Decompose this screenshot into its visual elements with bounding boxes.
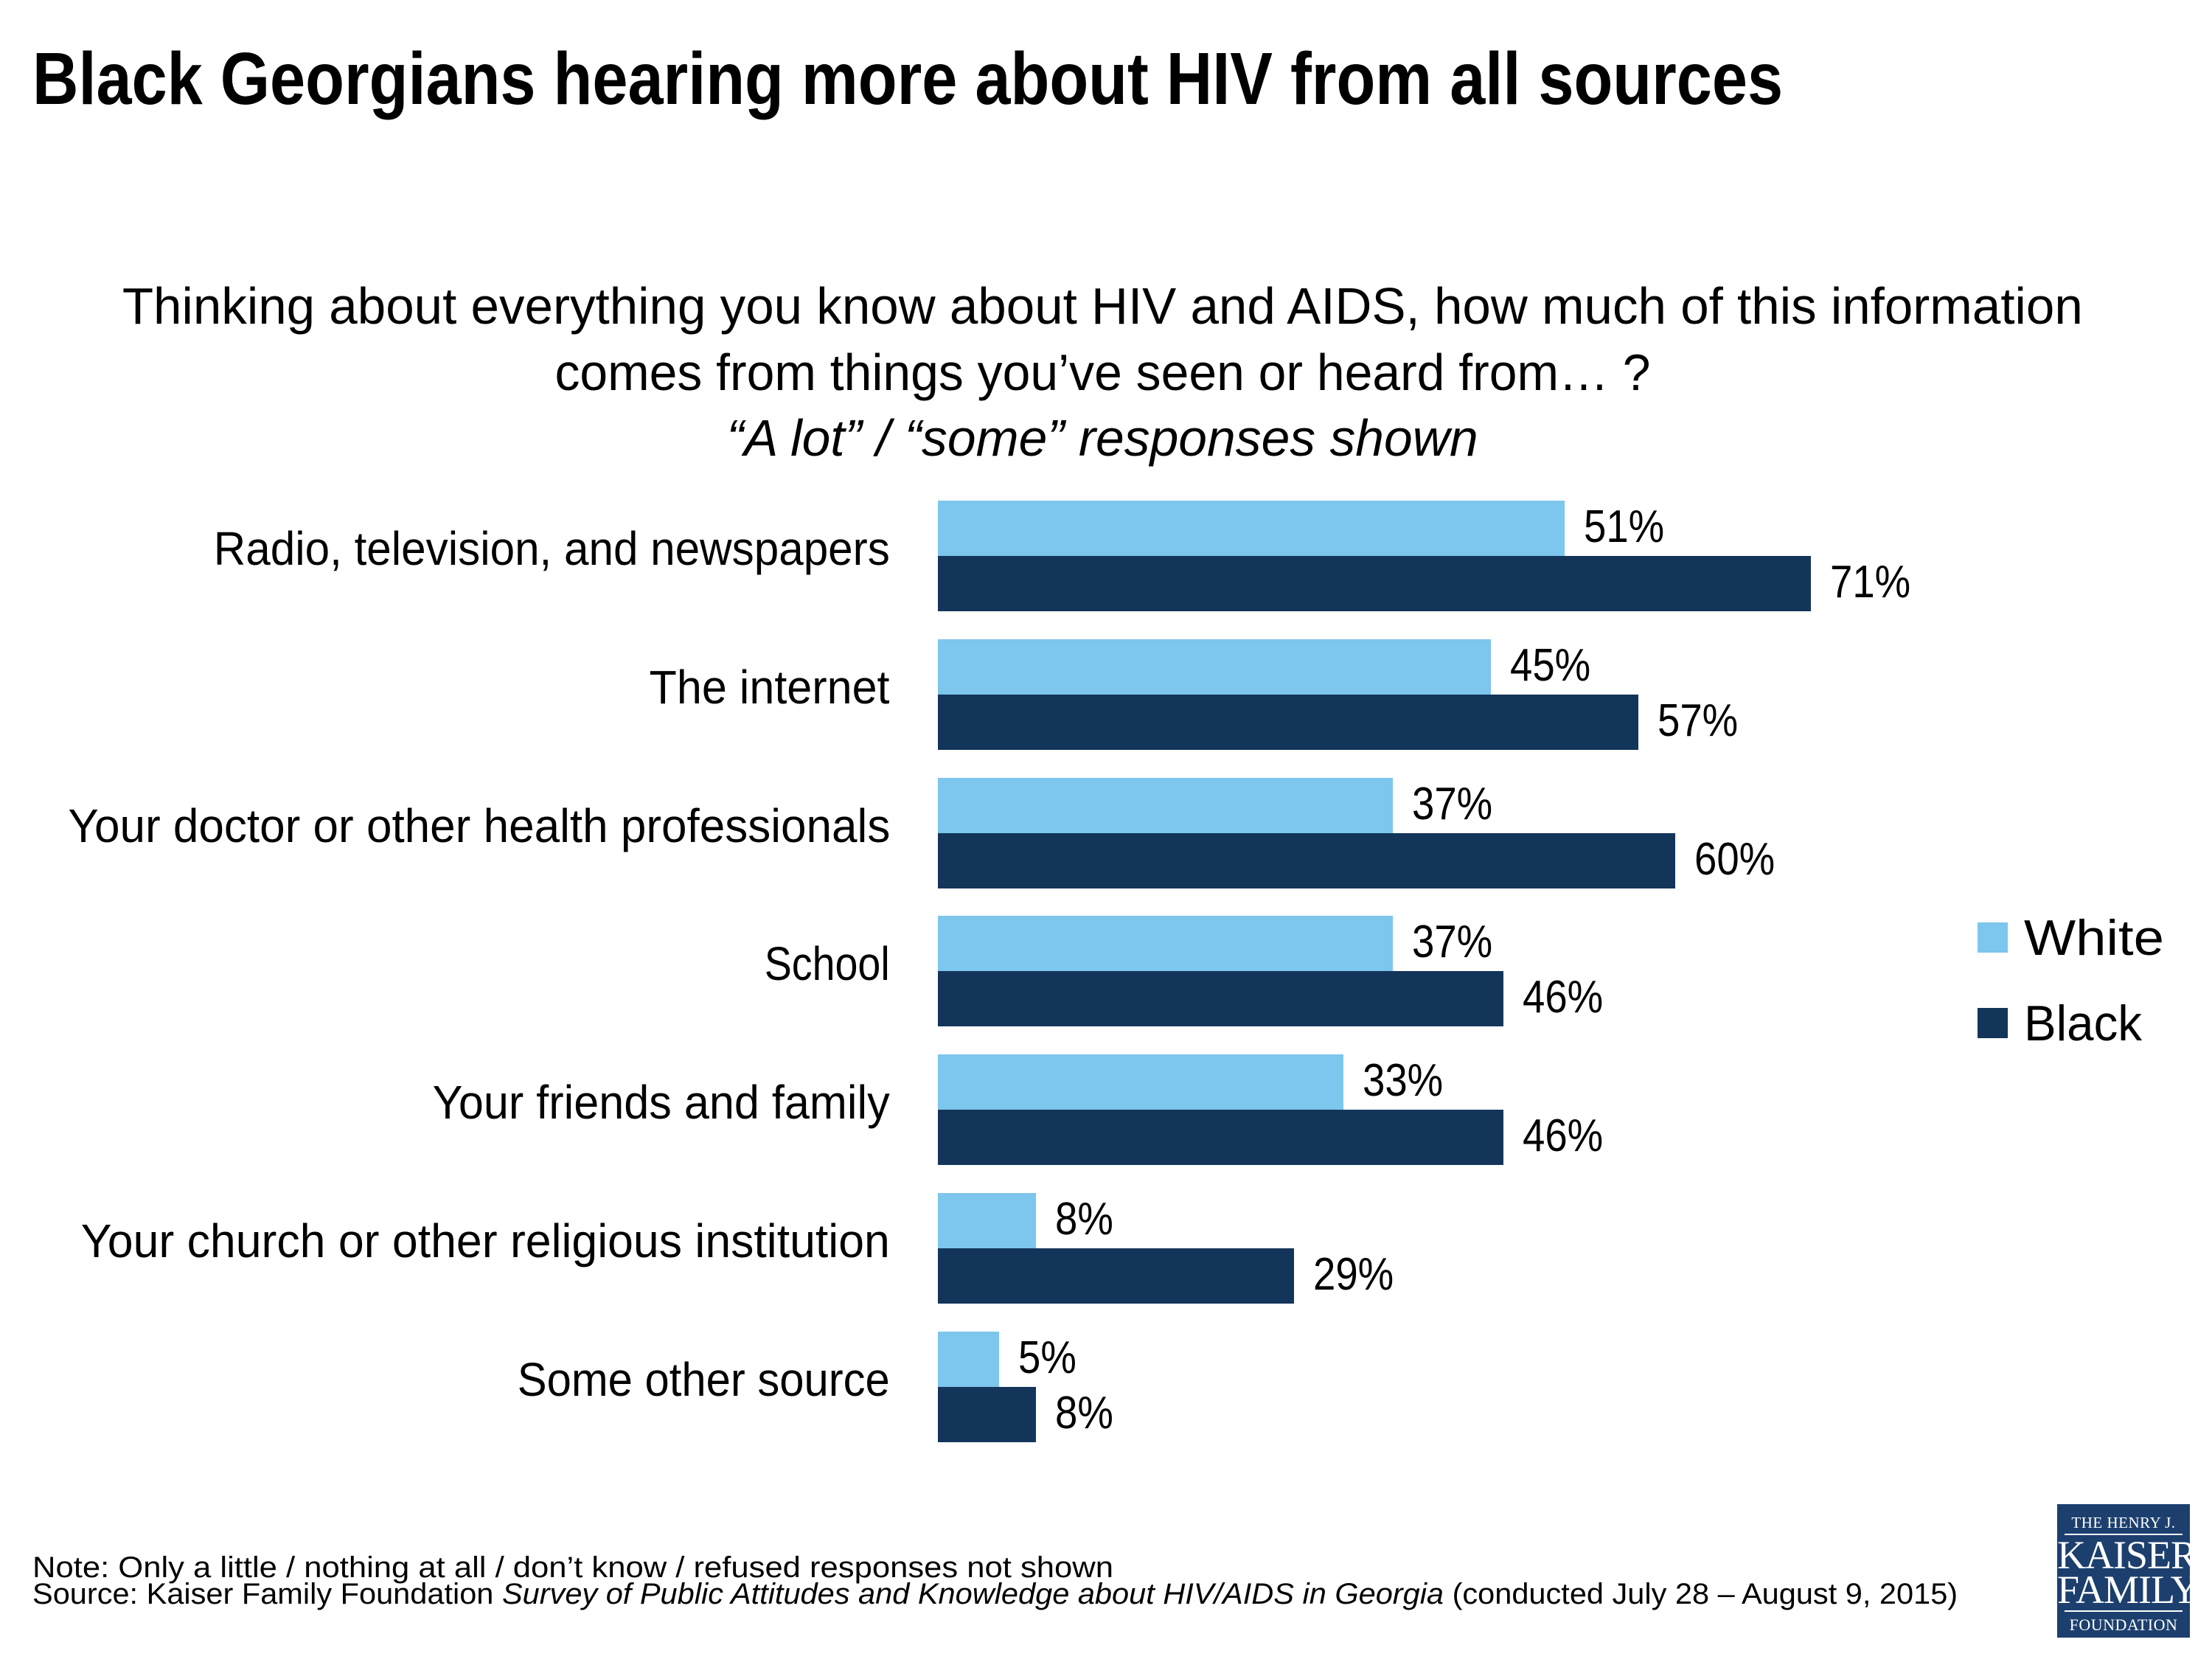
bar-white [938,639,1492,695]
category-label-text: Your church or other religious instituti… [80,1214,890,1267]
data-label-black: 46% [1522,1110,1604,1162]
bar-white [938,1054,1344,1110]
chart-title-text: Black Georgians hearing more about HIV f… [32,38,1784,120]
legend-swatch-black [1978,1008,2008,1038]
data-label-black: 46% [1522,972,1604,1023]
category-label-text: Your doctor or other health professional… [67,799,890,852]
legend-label-white: White [2024,913,2164,963]
bar-black [938,971,1503,1027]
data-label-white: 37% [1411,917,1492,968]
logo-rule-bottom [2065,1610,2183,1612]
source-note-text: Source: Kaiser Family Foundation Survey … [32,1578,1958,1610]
footnote-text: Note: Only a little / nothing at all / d… [32,1551,1114,1584]
subtitle-line-2-text: comes from things you’ve seen or heard f… [554,344,1650,401]
data-label-black: 71% [1829,557,1910,608]
bar-white [938,501,1565,556]
logo-line-4: FOUNDATION [2069,1615,2178,1634]
logo-rule-top [2065,1534,2183,1535]
source-suffix: (conducted July 28 – August 9, 2015) [1444,1578,1958,1610]
category-label-text: Your friends and family [433,1076,890,1130]
data-label-black: 60% [1694,833,1775,885]
chart-subtitle-line-1: Thinking about everything you know about… [0,273,2205,339]
data-label-white: 33% [1363,1055,1444,1107]
category-label: Your friends and family [411,1069,890,1135]
legend-label-black: Black [2024,995,2146,1051]
bar-white [938,1331,1000,1387]
chart-subtitle-line-3: “A lot” / “some” responses shown [0,405,2205,471]
category-label: Some other source [491,1346,890,1413]
bar-black [938,556,1811,611]
logo-line-1: THE HENRY J. [2071,1514,2176,1531]
category-label: Your doctor or other health professional… [42,793,890,859]
legend-label-black-text: Black [2024,995,2142,1051]
legend-swatch-white [1978,922,2008,953]
chart-title: Black Georgians hearing more about HIV f… [32,38,2056,119]
legend-label-white-text: White [2024,910,2164,966]
bar-white [938,916,1393,972]
category-label: Your church or other religious instituti… [63,1208,890,1274]
source-note: Source: Kaiser Family Foundation Survey … [32,1578,1958,1610]
category-label-text: Radio, television, and newspapers [213,522,890,575]
subtitle-line-1-text: Thinking about everything you know about… [122,277,2083,335]
category-label-text: The internet [650,660,890,714]
subtitle-line-3-text: “A lot” / “some” responses shown [726,409,1478,467]
bar-white [938,1193,1037,1248]
data-label-white: 45% [1510,639,1591,691]
bar-black [938,1110,1503,1166]
chart-subtitle-line-2: comes from things you’ve seen or heard f… [0,339,2205,406]
data-label-white: 8% [1055,1194,1114,1245]
logo-line-2: KAISER [2057,1533,2190,1577]
bar-black [938,694,1639,750]
data-label-black: 8% [1055,1387,1114,1439]
footnote: Note: Only a little / nothing at all / d… [32,1551,1113,1584]
category-label-text: Some other source [518,1352,890,1406]
data-label-white: 51% [1584,501,1665,552]
data-label-black: 57% [1658,695,1739,746]
data-label-white: 37% [1411,778,1492,830]
data-label-black: 29% [1313,1249,1394,1300]
logo-line-3: FAMILY [2057,1568,2190,1612]
source-prefix: Source: Kaiser Family Foundation [32,1578,502,1610]
data-label-white: 5% [1018,1332,1077,1383]
category-label-text: School [765,937,890,991]
source-survey-title: Survey of Public Attitudes and Knowledge… [501,1578,1444,1610]
kaiser-family-foundation-logo: THE HENRY J. KAISER FAMILY FOUNDATION [2057,1504,2190,1638]
category-label: The internet [638,654,890,720]
bar-black [938,1386,1037,1442]
bar-black [938,832,1676,888]
bar-black [938,1248,1295,1304]
bar-white [938,777,1393,833]
category-label: Radio, television, and newspapers [171,515,890,582]
category-label: School [745,931,890,997]
